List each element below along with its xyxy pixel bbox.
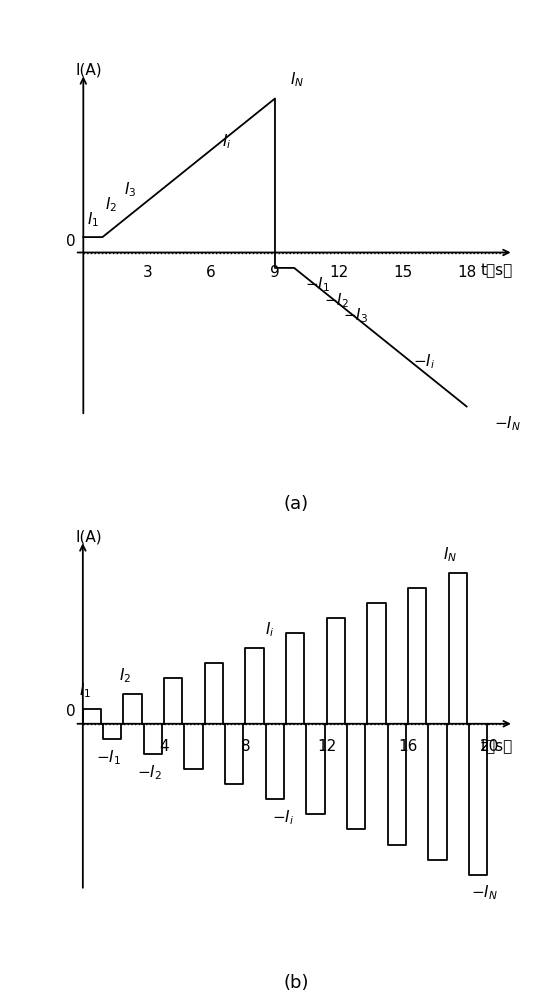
Text: 12: 12 xyxy=(317,739,337,754)
Text: t（s）: t（s） xyxy=(481,739,513,754)
Text: $-I_3$: $-I_3$ xyxy=(343,306,368,325)
Text: 20: 20 xyxy=(480,739,499,754)
Text: $-I_2$: $-I_2$ xyxy=(137,763,162,782)
Text: 18: 18 xyxy=(457,265,476,280)
Text: 0: 0 xyxy=(66,704,75,719)
Text: $-I_N$: $-I_N$ xyxy=(494,414,521,433)
Text: 16: 16 xyxy=(399,739,418,754)
Text: 3: 3 xyxy=(143,265,152,280)
Text: I(A): I(A) xyxy=(75,529,102,544)
Text: $-I_N$: $-I_N$ xyxy=(471,884,498,902)
Text: $I_N$: $I_N$ xyxy=(290,71,304,89)
Text: 4: 4 xyxy=(159,739,169,754)
Text: $-I_1$: $-I_1$ xyxy=(97,748,121,767)
Text: 8: 8 xyxy=(240,739,250,754)
Text: 0: 0 xyxy=(66,234,76,249)
Text: t（s）: t（s） xyxy=(480,263,513,278)
Text: $-I_1$: $-I_1$ xyxy=(305,276,330,294)
Text: $-I_2$: $-I_2$ xyxy=(324,291,349,310)
Text: $I_i$: $I_i$ xyxy=(264,621,274,639)
Text: $-I_i$: $-I_i$ xyxy=(414,353,435,371)
Text: I(A): I(A) xyxy=(76,62,102,77)
Text: 6: 6 xyxy=(206,265,216,280)
Text: $I_N$: $I_N$ xyxy=(443,545,457,564)
Text: $I_2$: $I_2$ xyxy=(105,195,117,214)
Text: (a): (a) xyxy=(284,495,309,513)
Text: $I_3$: $I_3$ xyxy=(124,180,136,199)
Text: $-I_i$: $-I_i$ xyxy=(272,808,294,827)
Text: 15: 15 xyxy=(393,265,413,280)
Text: 12: 12 xyxy=(329,265,348,280)
Text: $I_2$: $I_2$ xyxy=(120,666,131,685)
Text: 9: 9 xyxy=(270,265,280,280)
Text: $I_1$: $I_1$ xyxy=(87,211,100,229)
Text: (b): (b) xyxy=(283,974,309,992)
Text: $I_i$: $I_i$ xyxy=(222,132,231,151)
Text: $I_1$: $I_1$ xyxy=(79,681,91,700)
